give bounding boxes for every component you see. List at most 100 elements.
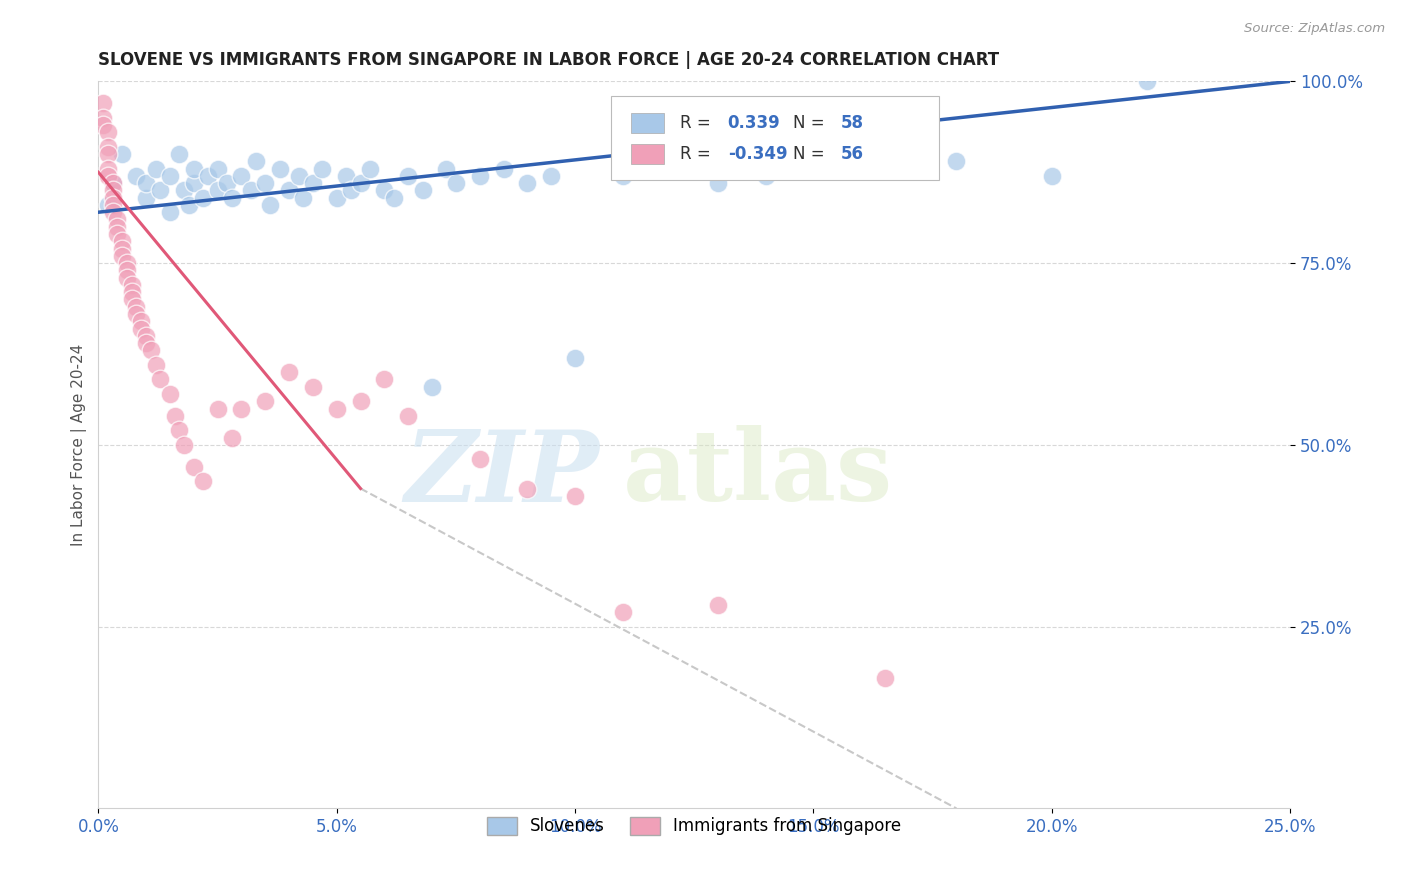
Point — [444, 176, 467, 190]
Point — [612, 605, 634, 619]
Point — [373, 183, 395, 197]
Point — [97, 147, 120, 161]
Point — [239, 183, 262, 197]
Point — [873, 671, 896, 685]
Point — [91, 118, 114, 132]
Point — [163, 409, 186, 423]
Point — [412, 183, 434, 197]
Point — [149, 372, 172, 386]
Point — [135, 176, 157, 190]
Point — [111, 147, 134, 161]
Y-axis label: In Labor Force | Age 20-24: In Labor Force | Age 20-24 — [72, 343, 87, 546]
Point — [468, 452, 491, 467]
Point — [349, 394, 371, 409]
Point — [159, 205, 181, 219]
Point — [193, 191, 215, 205]
Text: atlas: atlas — [623, 425, 893, 523]
Text: N =: N = — [793, 145, 825, 163]
Point — [259, 198, 281, 212]
Point — [231, 401, 253, 416]
Point — [755, 169, 778, 183]
Text: 0.339: 0.339 — [728, 114, 780, 132]
Point — [359, 161, 381, 176]
Point — [115, 256, 138, 270]
Point — [115, 263, 138, 277]
Point — [302, 176, 325, 190]
Point — [803, 154, 825, 169]
Point — [707, 598, 730, 612]
Point — [173, 183, 195, 197]
Point — [945, 154, 967, 169]
Point — [278, 183, 301, 197]
Point — [183, 459, 205, 474]
Point — [139, 343, 162, 358]
FancyBboxPatch shape — [631, 112, 665, 133]
Point — [183, 161, 205, 176]
Point — [278, 365, 301, 379]
Point — [135, 191, 157, 205]
Point — [269, 161, 291, 176]
Point — [221, 191, 243, 205]
Point — [231, 169, 253, 183]
Point — [492, 161, 515, 176]
Point — [129, 321, 152, 335]
Point — [135, 328, 157, 343]
Point — [101, 176, 124, 190]
Point — [325, 191, 347, 205]
Point — [111, 249, 134, 263]
Point — [373, 372, 395, 386]
Point — [302, 380, 325, 394]
Point — [111, 235, 134, 249]
Text: ZIP: ZIP — [404, 425, 599, 522]
Point — [1136, 74, 1159, 88]
Point — [115, 270, 138, 285]
Point — [101, 191, 124, 205]
Legend: Slovenes, Immigrants from Singapore: Slovenes, Immigrants from Singapore — [478, 808, 910, 844]
Point — [396, 409, 419, 423]
Point — [207, 401, 229, 416]
Point — [434, 161, 457, 176]
Point — [873, 161, 896, 176]
Text: -0.349: -0.349 — [728, 145, 787, 163]
Point — [207, 183, 229, 197]
Point — [101, 176, 124, 190]
Text: Source: ZipAtlas.com: Source: ZipAtlas.com — [1244, 22, 1385, 36]
Point — [125, 169, 148, 183]
Text: N =: N = — [793, 114, 825, 132]
Point — [111, 242, 134, 256]
Point — [335, 169, 357, 183]
Point — [91, 111, 114, 125]
Point — [149, 183, 172, 197]
Text: SLOVENE VS IMMIGRANTS FROM SINGAPORE IN LABOR FORCE | AGE 20-24 CORRELATION CHAR: SLOVENE VS IMMIGRANTS FROM SINGAPORE IN … — [98, 51, 1000, 69]
Point — [107, 219, 129, 234]
Point — [659, 161, 682, 176]
Point — [177, 198, 200, 212]
Point — [169, 423, 191, 437]
Point — [245, 154, 267, 169]
Point — [287, 169, 309, 183]
Point — [97, 161, 120, 176]
Point — [97, 140, 120, 154]
Point — [540, 169, 562, 183]
Point — [183, 176, 205, 190]
Point — [135, 336, 157, 351]
Point — [129, 314, 152, 328]
Point — [145, 161, 167, 176]
Point — [159, 387, 181, 401]
Point — [292, 191, 315, 205]
Point — [325, 401, 347, 416]
Point — [564, 351, 586, 365]
Text: 56: 56 — [841, 145, 863, 163]
Point — [707, 176, 730, 190]
Point — [173, 438, 195, 452]
Point — [107, 212, 129, 227]
Point — [612, 169, 634, 183]
Point — [159, 169, 181, 183]
Point — [169, 147, 191, 161]
Point — [121, 277, 143, 292]
Point — [97, 125, 120, 139]
Point — [468, 169, 491, 183]
Point — [121, 293, 143, 307]
Point — [396, 169, 419, 183]
Point — [420, 380, 443, 394]
